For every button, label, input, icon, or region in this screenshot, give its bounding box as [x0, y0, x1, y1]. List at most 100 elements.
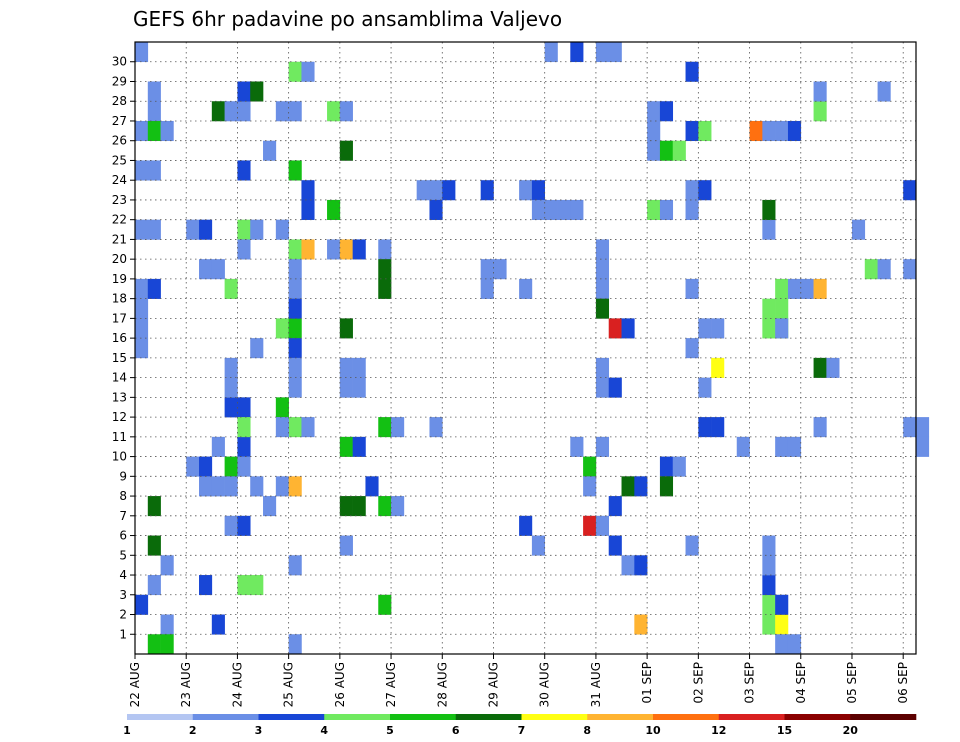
heatmap-cell — [263, 140, 277, 161]
heatmap-cell — [301, 61, 315, 82]
heatmap-cell — [352, 496, 366, 517]
heatmap-cell — [519, 515, 533, 536]
heatmap-cell — [288, 417, 302, 438]
heatmap-cell — [685, 338, 699, 359]
heatmap-cell — [916, 417, 930, 438]
heatmap-cell — [531, 199, 545, 220]
heatmap-cell — [301, 239, 315, 260]
heatmap-cell — [237, 436, 251, 457]
heatmap-cell — [429, 417, 443, 438]
heatmap-cell — [813, 278, 827, 299]
heatmap-cell — [608, 535, 622, 556]
heatmap-cell — [711, 417, 725, 438]
chart-title: GEFS 6hr padavine po ansamblima Valjevo — [133, 7, 562, 31]
heatmap-cell — [762, 575, 776, 596]
heatmap-cell — [711, 318, 725, 339]
heatmap-cell — [147, 160, 161, 181]
heatmap-cell — [250, 476, 264, 497]
heatmap-cell — [211, 101, 225, 122]
x-tick-label: 22 AUG — [128, 662, 142, 707]
heatmap-cell — [877, 81, 891, 102]
heatmap-cell — [595, 515, 610, 536]
heatmap-cell — [224, 476, 238, 497]
x-tick-label: 31 AUG — [589, 662, 603, 707]
heatmap-cell — [147, 278, 161, 299]
x-axis-ticks: 22 AUG 23 AUG 24 AUG 25 AUG 26 AUG 27 AUG 28 A… — [128, 654, 910, 707]
heatmap-cell — [135, 594, 149, 615]
heatmap-cell — [147, 575, 161, 596]
colorbar-label: 8 — [583, 724, 591, 737]
heatmap-cell — [147, 535, 161, 556]
heatmap-cell — [595, 436, 610, 457]
y-tick-label: 4 — [119, 568, 127, 582]
heatmap-cell — [378, 417, 392, 438]
colorbar-segment — [127, 714, 194, 720]
heatmap-cell — [647, 199, 661, 220]
x-tick-label: 03 SEP — [743, 662, 757, 704]
heatmap-cell — [647, 101, 661, 122]
heatmap-cell — [135, 318, 149, 339]
colorbar-label: 15 — [777, 724, 792, 737]
heatmap-cell — [570, 199, 584, 220]
heatmap-cell — [813, 101, 827, 122]
heatmap-cell — [787, 120, 802, 142]
heatmap-cell — [339, 535, 353, 556]
heatmap-cell — [480, 259, 494, 280]
x-tick-label: 01 SEP — [640, 662, 654, 704]
heatmap-cell — [659, 476, 674, 497]
x-tick-label: 24 AUG — [230, 662, 244, 707]
heatmap-cell — [147, 101, 161, 122]
heatmap-cell — [288, 259, 302, 280]
colorbar-segment — [784, 714, 851, 720]
heatmap-cell — [339, 377, 353, 398]
colorbar-label: 12 — [711, 724, 726, 737]
heatmap-cell — [480, 278, 494, 299]
y-tick-label: 12 — [112, 410, 127, 424]
heatmap-cell — [211, 614, 225, 635]
heatmap-cell — [147, 634, 161, 655]
heatmap-cell — [775, 278, 789, 299]
heatmap-cell — [224, 456, 238, 477]
heatmap-cell — [199, 219, 213, 240]
heatmap-cell — [224, 278, 238, 299]
colorbar-segment — [850, 714, 917, 720]
heatmap-cell — [224, 357, 238, 378]
heatmap-cell — [288, 357, 302, 378]
heatmap-cell — [903, 417, 917, 438]
heatmap-cell — [301, 417, 315, 438]
heatmap-cell — [583, 515, 597, 536]
heatmap-cell — [250, 338, 264, 359]
heatmap-cell — [288, 278, 302, 299]
y-tick-label: 8 — [119, 489, 127, 503]
heatmap-cell — [787, 634, 802, 655]
colorbar-label: 1 — [123, 724, 131, 737]
heatmap-cell — [877, 259, 891, 280]
heatmap-cell — [685, 61, 699, 82]
x-tick-label: 28 AUG — [435, 662, 449, 707]
heatmap-cell — [595, 377, 610, 398]
heatmap-cell — [199, 456, 213, 477]
heatmap-cell — [634, 555, 648, 576]
heatmap-cell — [775, 318, 789, 339]
heatmap-cell — [864, 259, 878, 280]
heatmap-cell — [787, 278, 802, 299]
heatmap-cell — [160, 120, 174, 142]
heatmap-cell — [288, 338, 302, 359]
heatmap-cell — [365, 476, 379, 497]
heatmap-cell — [557, 199, 571, 220]
y-tick-label: 15 — [112, 351, 127, 365]
x-tick-label: 30 AUG — [538, 662, 552, 707]
x-tick-label: 25 AUG — [282, 662, 296, 707]
colorbar-segment — [455, 714, 522, 720]
heatmap-cell — [186, 456, 200, 477]
y-tick-label: 6 — [119, 529, 127, 543]
heatmap-cell — [275, 417, 289, 438]
heatmap-cell — [288, 101, 302, 122]
colorbar-segment — [653, 714, 720, 720]
colorbar-segment — [718, 714, 785, 720]
heatmap-cells — [135, 42, 930, 655]
heatmap-cell — [493, 259, 507, 280]
y-tick-label: 17 — [112, 311, 127, 325]
heatmap-cell — [147, 81, 161, 102]
heatmap-cell — [570, 42, 584, 63]
